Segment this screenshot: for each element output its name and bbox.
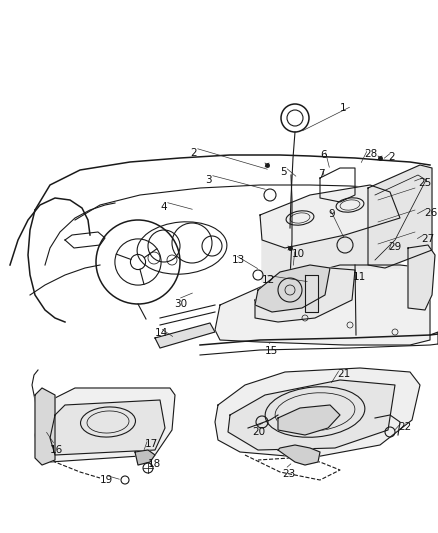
Text: 10: 10 <box>292 249 305 259</box>
Text: 14: 14 <box>155 328 168 338</box>
Text: 17: 17 <box>145 439 158 449</box>
Text: 11: 11 <box>353 272 366 282</box>
Text: 1: 1 <box>340 103 346 113</box>
Polygon shape <box>278 445 320 465</box>
Text: 16: 16 <box>50 445 63 455</box>
Text: 30: 30 <box>174 299 187 309</box>
Text: 12: 12 <box>262 275 275 285</box>
Polygon shape <box>155 323 215 348</box>
Text: 26: 26 <box>424 208 437 218</box>
Polygon shape <box>278 405 340 435</box>
Text: 5: 5 <box>280 167 286 177</box>
Text: 19: 19 <box>100 475 113 485</box>
Text: 22: 22 <box>398 422 411 432</box>
Text: 3: 3 <box>205 175 212 185</box>
Text: 4: 4 <box>160 202 166 212</box>
Text: 6: 6 <box>320 150 327 160</box>
Polygon shape <box>368 165 432 268</box>
Text: 18: 18 <box>148 459 161 469</box>
Polygon shape <box>255 268 355 322</box>
Polygon shape <box>50 400 165 455</box>
Polygon shape <box>260 185 400 248</box>
Polygon shape <box>408 245 435 310</box>
Text: 20: 20 <box>252 427 265 437</box>
Text: 13: 13 <box>232 255 245 265</box>
Polygon shape <box>135 450 155 465</box>
Text: 15: 15 <box>265 346 278 356</box>
Polygon shape <box>228 380 395 450</box>
Polygon shape <box>35 388 55 465</box>
Text: 2: 2 <box>388 152 395 162</box>
Text: 23: 23 <box>282 469 295 479</box>
Text: 25: 25 <box>418 178 431 188</box>
Polygon shape <box>262 218 400 285</box>
Text: 2: 2 <box>190 148 197 158</box>
Polygon shape <box>35 388 175 462</box>
Polygon shape <box>255 265 330 312</box>
Text: 9: 9 <box>328 209 335 219</box>
Polygon shape <box>305 275 318 312</box>
Text: 29: 29 <box>388 242 401 252</box>
Text: 27: 27 <box>421 234 434 244</box>
Polygon shape <box>215 368 420 458</box>
Text: 28: 28 <box>364 149 377 159</box>
Polygon shape <box>215 265 430 345</box>
Text: 7: 7 <box>318 169 325 179</box>
Text: 21: 21 <box>337 369 350 379</box>
